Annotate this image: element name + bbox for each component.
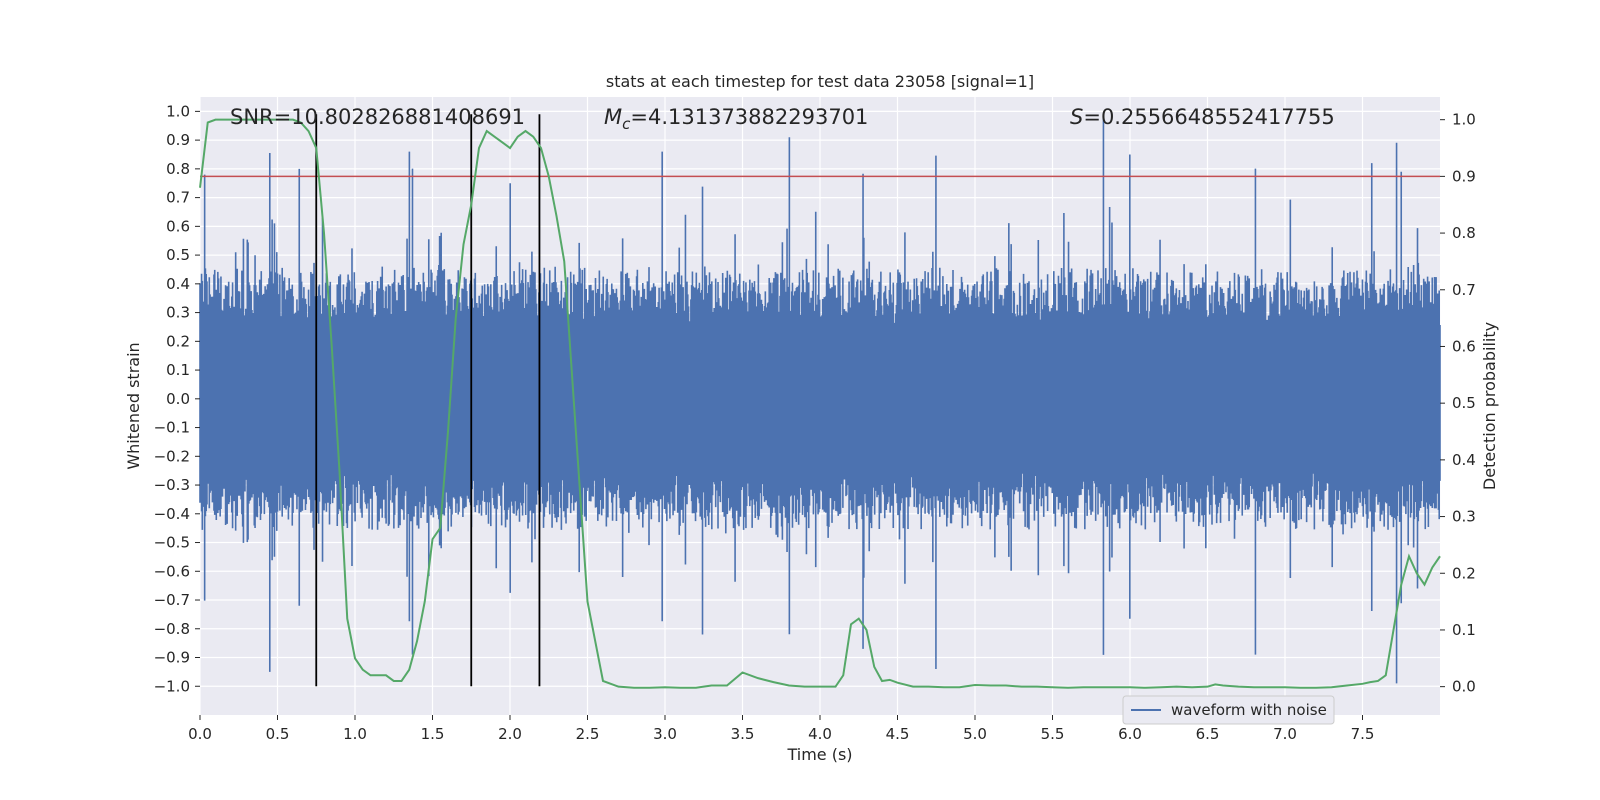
chirp-mass-symbol: M <box>604 105 622 129</box>
left-y-tick-label: −1.0 <box>154 677 190 695</box>
x-tick-label: 4.0 <box>808 725 832 743</box>
x-tick-label: 4.5 <box>886 725 910 743</box>
probability-layer <box>199 118 1441 689</box>
right-y-tick-label: 0.7 <box>1452 281 1476 299</box>
x-tick-label: 5.0 <box>963 725 987 743</box>
waveform-path <box>199 114 1441 684</box>
right-y-tick-label: 0.5 <box>1452 394 1476 412</box>
right-y-tick-label: 0.0 <box>1452 678 1476 696</box>
left-y-tick-label: −0.1 <box>154 419 190 437</box>
left-y-tick-label: 0.5 <box>166 246 190 264</box>
legend-label: waveform with noise <box>1171 701 1327 719</box>
x-tick-label: 0.0 <box>188 725 212 743</box>
left-y-tick-label: 0.6 <box>166 217 190 235</box>
left-y-tick-label: −0.7 <box>154 591 190 609</box>
legend-box <box>1122 695 1335 725</box>
x-tick-label: 7.0 <box>1273 725 1297 743</box>
x-tick-label: 2.0 <box>498 725 522 743</box>
left-y-tick-label: −0.8 <box>154 620 190 638</box>
chirp-mass-value: =4.131373882293701 <box>630 105 868 129</box>
s-annotation: S=0.2556648552417755 <box>1070 105 1335 129</box>
chirp-mass-annotation: Mc=4.131373882293701 <box>604 105 868 133</box>
left-y-tick-label: −0.3 <box>154 476 190 494</box>
x-tick-label: 5.5 <box>1041 725 1065 743</box>
right-y-tick-label: 1.0 <box>1452 111 1476 129</box>
right-y-tick-label: 0.3 <box>1452 508 1476 526</box>
x-axis-label: Time (s) <box>786 745 852 764</box>
x-tick-label: 1.0 <box>343 725 367 743</box>
s-value: =0.2556648552417755 <box>1083 105 1334 129</box>
left-y-axis-label: Whitened strain <box>124 342 143 469</box>
left-y-tick-label: 0.0 <box>166 390 190 408</box>
legend: waveform with noise <box>1122 695 1335 725</box>
s-symbol: S <box>1070 105 1083 129</box>
x-tick-label: 6.5 <box>1196 725 1220 743</box>
left-y-tick-label: −0.2 <box>154 447 190 465</box>
right-y-tick-label: 0.2 <box>1452 564 1476 582</box>
chirp-mass-subscript: c <box>622 115 631 133</box>
x-tick-label: 3.0 <box>653 725 677 743</box>
left-y-tick-label: −0.5 <box>154 534 190 552</box>
x-tick-label: 2.5 <box>576 725 600 743</box>
left-y-tick-label: 0.9 <box>166 131 190 149</box>
left-y-tick-label: 0.7 <box>166 189 190 207</box>
left-y-tick-label: 1.0 <box>166 102 190 120</box>
waveform-series <box>199 114 1441 684</box>
right-y-axis-ticks: 0.0 0.1 0.2 0.3 0.4 0.5 0.6 0.7 0.8 0.9 1.0 <box>1440 111 1476 696</box>
x-tick-label: 6.0 <box>1118 725 1142 743</box>
right-y-tick-label: 0.9 <box>1452 167 1476 185</box>
left-y-tick-label: 0.1 <box>166 361 190 379</box>
snr-annotation: SNR=10.802826881408691 <box>230 105 525 129</box>
left-y-tick-label: −0.6 <box>154 562 190 580</box>
chart-title: stats at each timestep for test data 230… <box>606 72 1034 91</box>
left-y-axis-ticks: −1.0 −0.9 −0.8 −0.7 −0.6 −0.5 −0.4 −0.3 −0.2 −0.1… <box>154 102 200 695</box>
right-y-tick-label: 0.4 <box>1452 451 1476 469</box>
right-y-tick-label: 0.8 <box>1452 224 1476 242</box>
x-tick-label: 0.5 <box>266 725 290 743</box>
left-y-tick-label: 0.3 <box>166 304 190 322</box>
x-tick-label: 1.5 <box>421 725 445 743</box>
left-y-tick-label: 0.4 <box>166 275 190 293</box>
x-tick-label: 7.5 <box>1351 725 1375 743</box>
left-y-tick-label: 0.2 <box>166 332 190 350</box>
left-y-tick-label: −0.9 <box>154 649 190 667</box>
x-tick-label: 3.5 <box>731 725 755 743</box>
x-axis-ticks: 0.0 0.5 1.0 1.5 2.0 2.5 3.0 3.5 4.0 4.5 5.0 5.5 6.0 6… <box>188 715 1374 743</box>
probability-line <box>199 118 1441 689</box>
left-y-tick-label: −0.4 <box>154 505 190 523</box>
right-y-tick-label: 0.6 <box>1452 337 1476 355</box>
right-y-axis-label: Detection probability <box>1480 322 1499 490</box>
left-y-tick-label: 0.8 <box>166 160 190 178</box>
right-y-tick-label: 0.1 <box>1452 621 1476 639</box>
